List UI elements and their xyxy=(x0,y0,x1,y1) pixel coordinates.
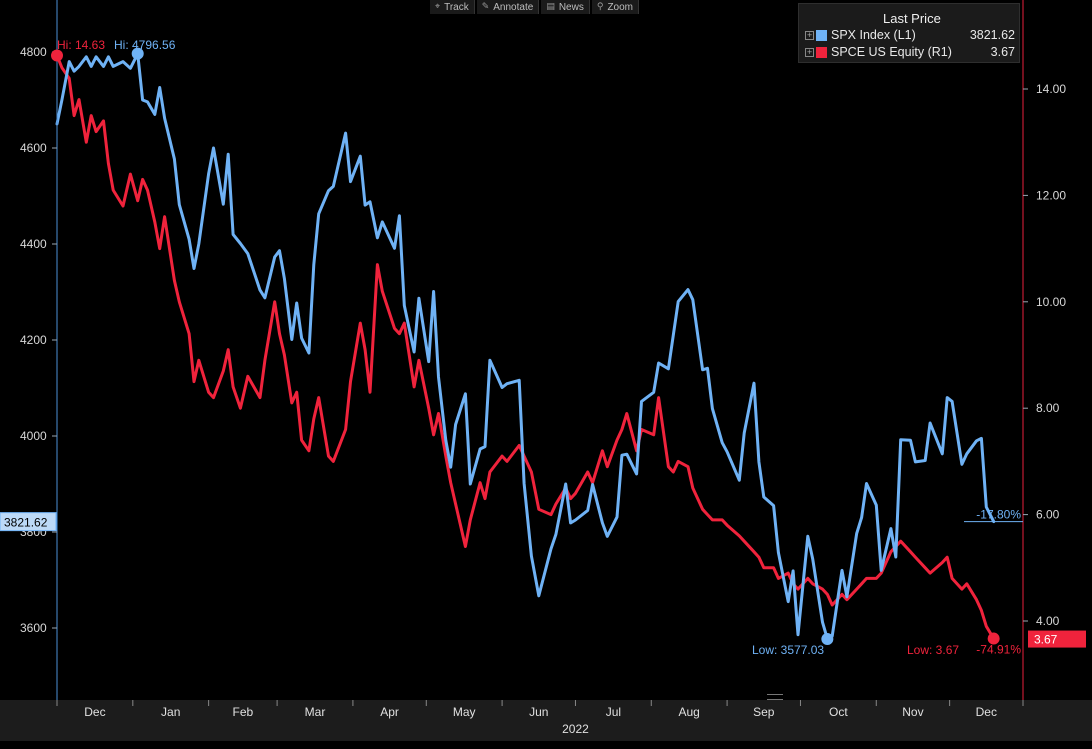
x-tick-label: Dec xyxy=(84,705,105,719)
zoom-button[interactable]: ⚲ Zoom xyxy=(591,0,639,14)
annotate-label: Annotate xyxy=(493,1,534,13)
spx-swatch xyxy=(816,29,827,41)
expand-icon[interactable]: + xyxy=(805,30,814,40)
spce-low-label: Low: 3.67 xyxy=(907,643,959,657)
track-label: Track xyxy=(444,1,469,13)
left-tick-label: 4000 xyxy=(20,429,47,443)
x-tick-label: Aug xyxy=(679,705,700,719)
spx-low-label: Low: 3577.03 xyxy=(752,643,824,657)
expand-icon[interactable]: + xyxy=(805,47,814,57)
pane-resize-handle[interactable] xyxy=(767,694,783,700)
x-tick-label: Apr xyxy=(380,705,399,719)
left-tick-label: 4600 xyxy=(20,141,47,155)
x-tick-label: Oct xyxy=(829,705,848,719)
right-tick-label: 10.00 xyxy=(1036,295,1066,309)
crosshair-icon: ⌖ xyxy=(435,2,441,12)
x-tick-label: Nov xyxy=(902,705,923,719)
news-icon: ▤ xyxy=(546,2,555,12)
x-axis: Dec Jan Feb Mar Apr May Jun Jul Aug Sep Oct Nov Dec 2… xyxy=(0,700,1092,741)
right-axis: 14.00 12.00 10.00 8.00 6.00 4.00 xyxy=(1022,0,1066,700)
x-year-label: 2022 xyxy=(562,722,589,736)
pencil-icon: ✎ xyxy=(481,2,490,12)
spce-change-label: -74.91% xyxy=(976,643,1021,657)
x-tick-label: Dec xyxy=(976,705,997,719)
plot-area[interactable] xyxy=(55,52,996,641)
x-tick-label: Mar xyxy=(305,705,326,719)
left-tick-label: 4200 xyxy=(20,333,47,347)
spce-last-price-tag xyxy=(1028,630,1086,648)
x-tick-label: Sep xyxy=(753,705,775,719)
annotations: Hi: 14.63 Hi: 4796.56 Low: 3577.03 Low: 3.6… xyxy=(0,38,1086,657)
right-tick-label: 8.00 xyxy=(1036,401,1060,415)
spce-swatch xyxy=(816,46,827,58)
right-tick-label: 6.00 xyxy=(1036,508,1060,522)
legend-row-spce[interactable]: + SPCE US Equity (R1) 3.67 xyxy=(805,44,1015,60)
spx-low-marker xyxy=(821,633,834,646)
left-tick-label: 4800 xyxy=(20,45,47,59)
x-tick-label: Feb xyxy=(233,705,254,719)
spx-hi-label: Hi: 4796.56 xyxy=(114,38,176,52)
news-label: News xyxy=(558,1,584,13)
legend-series-value: 3.67 xyxy=(990,45,1015,59)
right-tick-label: 4.00 xyxy=(1036,614,1060,628)
spx-hi-marker xyxy=(131,47,144,60)
spce-low-marker xyxy=(987,632,1000,645)
spx-last-price-tag xyxy=(0,512,57,532)
legend-series-name: SPCE US Equity (R1) xyxy=(831,45,952,59)
x-tick-label: May xyxy=(453,705,476,719)
spx-change-label: -17.80% xyxy=(976,508,1021,522)
chart-toolbar: ⌖ Track ✎ Annotate ▤ News ⚲ Zoom xyxy=(430,0,639,14)
x-tick-label: Jun xyxy=(529,705,548,719)
track-button[interactable]: ⌖ Track xyxy=(430,0,475,14)
legend: Last Price + SPX Index (L1) 3821.62 + SP… xyxy=(798,3,1020,63)
spx-last-price-label: 3821.62 xyxy=(4,516,48,530)
legend-row-spx[interactable]: + SPX Index (L1) 3821.62 xyxy=(805,27,1015,43)
spce-last-price-label: 3.67 xyxy=(1034,633,1058,647)
legend-series-value: 3821.62 xyxy=(969,28,1015,42)
x-tick-label: Jan xyxy=(161,705,180,719)
news-button[interactable]: ▤ News xyxy=(541,0,590,14)
spx-series-line xyxy=(55,52,996,641)
legend-header: Last Price xyxy=(883,11,941,26)
spce-hi-label: Hi: 14.63 xyxy=(57,38,105,52)
x-axis-band xyxy=(0,700,1092,741)
legend-series-name: SPX Index (L1) xyxy=(831,28,916,42)
annotate-button[interactable]: ✎ Annotate xyxy=(476,0,540,14)
spce-series-line xyxy=(55,54,996,641)
right-tick-label: 12.00 xyxy=(1036,188,1066,202)
right-tick-label: 14.00 xyxy=(1036,82,1066,96)
zoom-label: Zoom xyxy=(607,1,633,13)
left-tick-label: 3600 xyxy=(20,621,47,635)
spce-hi-marker xyxy=(51,49,63,62)
magnifier-icon: ⚲ xyxy=(596,2,604,12)
x-tick-label: Jul xyxy=(606,705,621,719)
left-tick-label: 4400 xyxy=(20,237,47,251)
